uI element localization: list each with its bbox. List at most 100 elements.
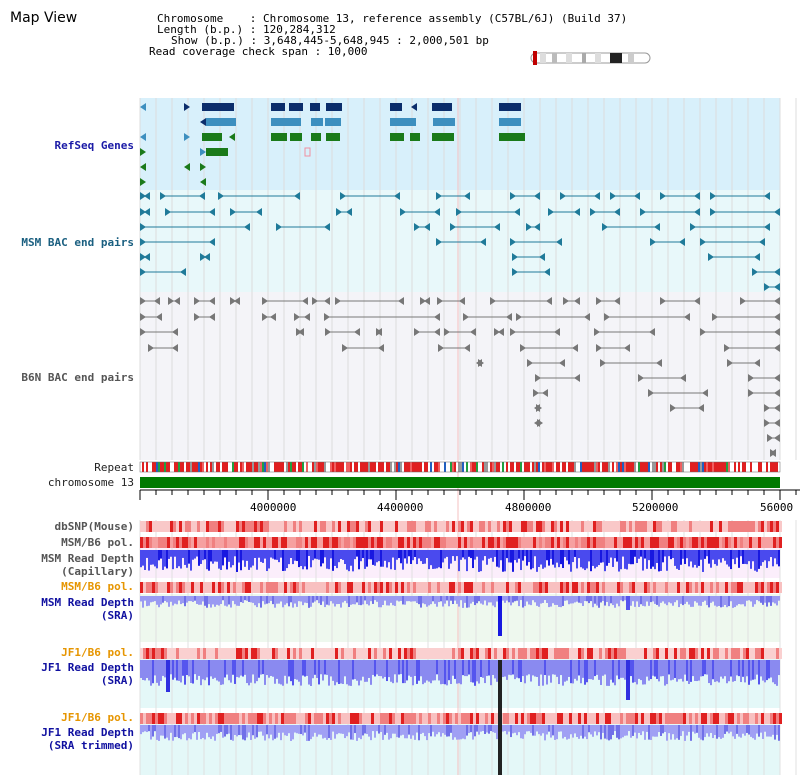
polymorphism-cell (308, 713, 311, 724)
repeat-segment (250, 462, 252, 472)
track-label-msm-bac[interactable]: MSM BAC end pairs (21, 236, 134, 249)
read-depth-bar (474, 550, 476, 560)
gene-strand-arrow (234, 297, 240, 305)
read-depth-bar (156, 596, 158, 605)
repeat-segment (254, 462, 256, 472)
repeat-segment (188, 462, 190, 472)
gene-strand-arrow (600, 359, 606, 367)
polymorphism-cell (692, 648, 695, 659)
polymorphism-cell (224, 713, 227, 724)
read-depth-bar (484, 550, 486, 557)
polymorphism-cell (533, 713, 536, 724)
read-depth-bar (616, 660, 618, 676)
read-depth-bar (338, 550, 340, 563)
read-depth-bar (514, 660, 516, 680)
polymorphism-cell (704, 648, 707, 659)
read-depth-bar (156, 725, 158, 740)
gene-strand-arrow (140, 223, 146, 231)
polymorphism-cell (614, 648, 617, 659)
read-depth-bar (722, 725, 724, 738)
read-depth-bar (140, 596, 142, 602)
repeat-segment (438, 462, 440, 472)
read-depth-bar (724, 596, 726, 605)
read-depth-bar (158, 550, 160, 561)
polymorphism-cell (281, 521, 284, 532)
read-depth-bar (306, 660, 308, 676)
repeat-segment (298, 462, 300, 472)
read-depth-bar (396, 550, 398, 560)
track-label-msm-depth-cap-2: (Capillary) (61, 565, 134, 578)
polymorphism-cell (473, 713, 476, 724)
read-depth-bar (598, 725, 600, 733)
polymorphism-cell (701, 713, 704, 724)
gene-strand-arrow (764, 223, 770, 231)
read-depth-bar (294, 550, 296, 561)
polymorphism-cell (605, 521, 608, 532)
read-depth-bar (712, 550, 714, 560)
gene-strand-arrow (534, 419, 540, 427)
read-depth-bar (534, 725, 536, 736)
polymorphism-cell (161, 521, 164, 532)
polymorphism-cell (371, 582, 374, 593)
read-depth-bar (200, 550, 202, 564)
polymorphism-cell (728, 648, 731, 659)
polymorphism-cell (158, 648, 161, 659)
read-depth-bar (416, 550, 418, 565)
read-depth-bar (240, 550, 242, 571)
read-depth-bar (172, 660, 174, 680)
polymorphism-cell (518, 648, 521, 659)
polymorphism-cell (653, 521, 656, 532)
polymorphism-cell (725, 521, 728, 532)
polymorphism-cell (374, 521, 377, 532)
read-depth-bar (676, 596, 678, 601)
track-label-b6n-bac[interactable]: B6N BAC end pairs (21, 371, 134, 384)
polymorphism-cell (425, 713, 428, 724)
read-depth-bar (494, 550, 496, 557)
repeat-segment (758, 462, 760, 472)
read-depth-bar (628, 725, 630, 732)
polymorphism-cell (302, 713, 305, 724)
polymorphism-cell (743, 521, 746, 532)
polymorphism-cell (146, 648, 149, 659)
polymorphism-cell (542, 537, 545, 548)
read-depth-bar (538, 596, 540, 607)
read-depth-bar (402, 660, 404, 684)
read-depth-bar (484, 660, 486, 684)
polymorphism-cell (224, 537, 227, 548)
polymorphism-cell (260, 713, 263, 724)
polymorphism-cell (383, 713, 386, 724)
polymorphism-cell (287, 521, 290, 532)
polymorphism-cell (638, 713, 641, 724)
polymorphism-cell (275, 648, 278, 659)
read-depth-bar (410, 725, 412, 739)
gene-strand-arrow (614, 297, 620, 305)
read-depth-bar (334, 660, 336, 686)
polymorphism-cell (743, 582, 746, 593)
polymorphism-cell (269, 537, 272, 548)
read-depth-bar (314, 596, 316, 602)
read-depth-bar (672, 550, 674, 558)
track-label-refseq[interactable]: RefSeq Genes (54, 139, 134, 152)
read-depth-bar (226, 550, 228, 570)
read-depth-bar (240, 660, 242, 676)
polymorphism-cell (668, 648, 671, 659)
polymorphism-cell (305, 521, 308, 532)
polymorphism-cell (599, 521, 602, 532)
repeat-segment (338, 462, 340, 472)
polymorphism-cell (710, 537, 713, 548)
polymorphism-cell (752, 713, 755, 724)
polymorphism-cell (551, 713, 554, 724)
polymorphism-cell (620, 582, 623, 593)
polymorphism-cell (479, 537, 482, 548)
polymorphism-cell (251, 713, 254, 724)
read-depth-bar (276, 725, 278, 738)
read-depth-bar (514, 725, 516, 733)
repeat-segment (284, 462, 286, 472)
read-depth-bar (294, 725, 296, 733)
read-depth-bar (508, 550, 510, 563)
polymorphism-cell (179, 582, 182, 593)
read-depth-bar (422, 660, 424, 685)
repeat-segment (562, 462, 564, 472)
gene-strand-arrow (230, 208, 236, 216)
